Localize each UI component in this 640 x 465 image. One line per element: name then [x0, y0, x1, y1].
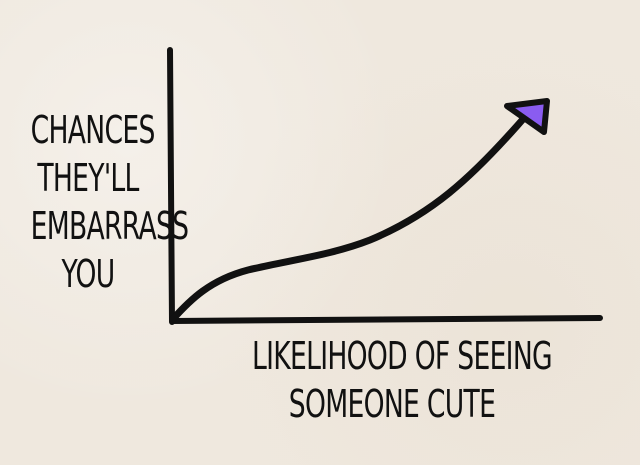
y-axis-label-line-2: THEY'LL	[37, 156, 139, 200]
trend-line	[169, 114, 528, 323]
y-axis-label-line-1: CHANCES	[30, 108, 156, 152]
y-axis-label-line-4: YOU	[61, 252, 115, 296]
y-axis	[167, 47, 175, 325]
x-axis	[169, 315, 603, 324]
y-axis-label: CHANCES THEY'LL EMBARRASS YOU	[30, 106, 189, 298]
arrow-head-icon	[504, 98, 550, 135]
y-axis-label-line-3: EMBARRASS	[30, 204, 189, 248]
x-axis-label: LIKELIHOOD OF SEEING SOMEONE CUTE	[252, 332, 553, 428]
x-axis-label-line-2: SOMEONE CUTE	[288, 382, 496, 426]
x-axis-label-line-1: LIKELIHOOD OF SEEING	[252, 334, 553, 378]
